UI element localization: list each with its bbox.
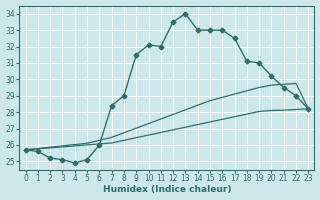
X-axis label: Humidex (Indice chaleur): Humidex (Indice chaleur) <box>103 185 231 194</box>
